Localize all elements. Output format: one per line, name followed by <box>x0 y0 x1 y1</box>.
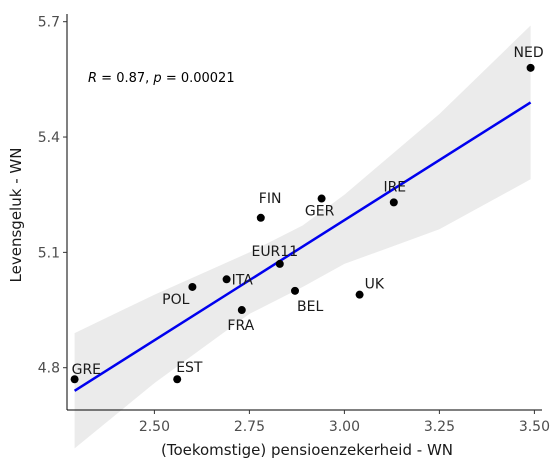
data-point <box>188 282 197 291</box>
x-tick-label: 3.50 <box>519 419 550 435</box>
point-label: FIN <box>259 191 282 207</box>
data-point <box>222 275 231 284</box>
confidence-band <box>74 25 531 449</box>
point-label: EST <box>176 360 203 376</box>
y-tick-label: 5.7 <box>38 15 60 31</box>
x-tick-label: 2.75 <box>234 419 265 435</box>
annotation-r: R <box>88 71 97 86</box>
axes-layer: 2.50 2.75 3.00 3.25 3.50 4.8 5.1 5.4 5.7 <box>38 14 550 435</box>
data-point <box>237 306 246 315</box>
correlation-annotation: R = 0.87, p = 0.00021 <box>88 71 235 86</box>
data-point <box>291 286 299 295</box>
regression-line-layer <box>73 101 532 392</box>
y-tick-label: 4.8 <box>38 361 60 377</box>
data-point <box>355 290 364 299</box>
data-point <box>70 375 79 384</box>
data-point <box>275 259 284 268</box>
x-axis-title: (Toekomstige) pensioenzekerheid - WN <box>161 441 453 459</box>
point-label: POL <box>162 292 189 308</box>
point-label: GRE <box>72 362 101 378</box>
x-tick-label: 3.00 <box>329 419 360 435</box>
point-label: ITA <box>232 272 254 288</box>
point-label: GER <box>305 204 335 220</box>
annotation-middle: = 0.87, <box>97 71 153 86</box>
y-axis-title: Levensgeluk - WN <box>7 148 25 283</box>
point-label: NED <box>514 45 544 61</box>
data-point <box>317 194 326 203</box>
point-label: IRE <box>383 179 406 195</box>
point-label: BEL <box>297 299 323 315</box>
annotation-suffix: = 0.00021 <box>162 71 235 86</box>
data-point <box>173 375 182 384</box>
y-tick-label: 5.1 <box>38 245 60 261</box>
point-label: UK <box>365 277 385 293</box>
data-point <box>256 213 265 222</box>
regression-line <box>73 101 532 392</box>
point-label: EUR11 <box>251 244 298 260</box>
annotation-p: p <box>152 71 161 86</box>
data-point <box>389 198 398 207</box>
y-tick-label: 5.4 <box>38 130 60 146</box>
x-tick-label: 2.50 <box>139 419 170 435</box>
x-tick-label: 3.25 <box>424 419 455 435</box>
confidence-band-layer <box>74 25 531 449</box>
point-labels-layer: NED IRE GER FIN EUR11 ITA POL BEL UK FRA GRE EST <box>72 45 544 378</box>
data-points-layer <box>70 63 535 384</box>
point-label: FRA <box>227 318 254 334</box>
data-point <box>526 63 535 72</box>
